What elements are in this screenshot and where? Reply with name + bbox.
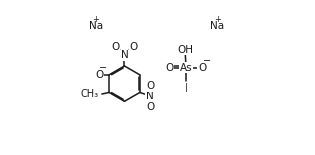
Text: +: + <box>93 15 100 24</box>
Text: OH: OH <box>177 45 193 55</box>
Text: O: O <box>129 42 138 52</box>
Text: |: | <box>184 83 187 92</box>
Text: N: N <box>121 50 128 60</box>
Text: O: O <box>198 62 206 73</box>
Text: Na: Na <box>89 21 103 31</box>
Text: −: − <box>203 56 211 66</box>
Text: +: + <box>214 15 221 24</box>
Text: O: O <box>166 62 174 73</box>
Text: −: − <box>99 63 107 73</box>
Text: O: O <box>146 81 155 91</box>
Text: Na: Na <box>210 21 225 31</box>
Text: O: O <box>95 70 103 80</box>
Text: CH₃: CH₃ <box>80 89 98 99</box>
Text: N: N <box>146 91 154 101</box>
Text: O: O <box>146 102 155 112</box>
Text: As: As <box>180 62 192 73</box>
Text: O: O <box>111 42 119 52</box>
